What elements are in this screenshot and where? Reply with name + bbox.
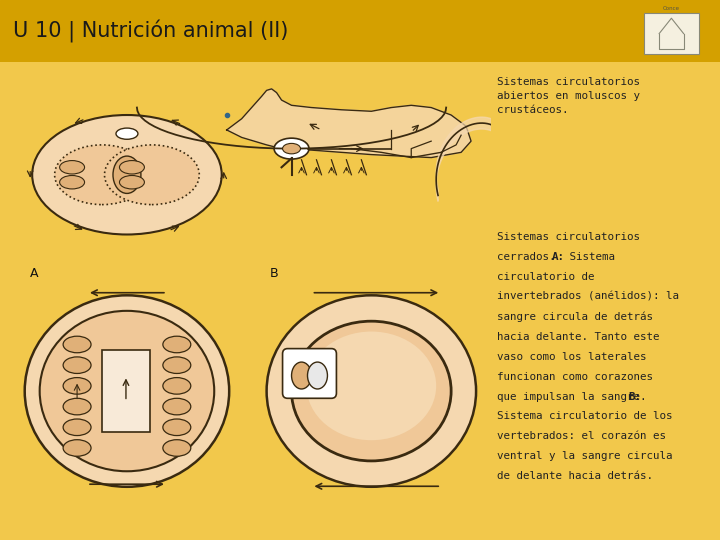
Ellipse shape: [116, 128, 138, 139]
Text: Conce: Conce: [663, 6, 680, 11]
Ellipse shape: [63, 357, 91, 374]
Text: Sistema: Sistema: [562, 252, 615, 262]
Text: A: A: [30, 267, 39, 280]
Text: funcionan como corazones: funcionan como corazones: [497, 372, 653, 382]
Text: invertebrados (anélidos): la: invertebrados (anélidos): la: [497, 292, 679, 302]
Text: sangre circula de detrás: sangre circula de detrás: [497, 312, 653, 322]
Text: hacia delante. Tanto este: hacia delante. Tanto este: [497, 332, 660, 342]
FancyBboxPatch shape: [644, 13, 699, 54]
Text: A:: A:: [552, 252, 564, 262]
Ellipse shape: [120, 176, 145, 189]
Text: que impulsan la sangre.: que impulsan la sangre.: [497, 392, 653, 402]
Ellipse shape: [163, 377, 191, 394]
Ellipse shape: [274, 138, 309, 159]
Text: Sistemas circulatorios: Sistemas circulatorios: [497, 232, 640, 242]
Ellipse shape: [60, 176, 84, 189]
Ellipse shape: [163, 440, 191, 456]
Ellipse shape: [63, 419, 91, 436]
Ellipse shape: [63, 440, 91, 456]
Ellipse shape: [63, 399, 91, 415]
Ellipse shape: [24, 295, 229, 487]
Ellipse shape: [307, 332, 436, 440]
Ellipse shape: [40, 311, 215, 471]
Text: Sistemas circulatorios
abiertos en moluscos y
crustáceos.: Sistemas circulatorios abiertos en molus…: [497, 77, 640, 116]
Text: ventral y la sangre circula: ventral y la sangre circula: [497, 451, 672, 461]
Ellipse shape: [120, 160, 145, 174]
Ellipse shape: [163, 336, 191, 353]
Bar: [102, 350, 150, 433]
Text: B: B: [269, 267, 278, 280]
Ellipse shape: [63, 377, 91, 394]
Ellipse shape: [292, 321, 451, 461]
Ellipse shape: [113, 156, 141, 193]
Ellipse shape: [55, 145, 149, 205]
Text: de delante hacia detrás.: de delante hacia detrás.: [497, 471, 653, 481]
Ellipse shape: [32, 115, 222, 234]
Text: U 10 | Nutrición animal (II): U 10 | Nutrición animal (II): [13, 19, 288, 43]
Text: vaso como los laterales: vaso como los laterales: [497, 352, 647, 362]
Ellipse shape: [163, 399, 191, 415]
Ellipse shape: [282, 144, 300, 154]
Text: Sistema circulatorio de los: Sistema circulatorio de los: [497, 411, 672, 422]
Ellipse shape: [307, 362, 328, 389]
Ellipse shape: [63, 336, 91, 353]
Text: vertebrados: el corazón es: vertebrados: el corazón es: [497, 431, 666, 441]
Ellipse shape: [60, 160, 84, 174]
Text: cerrados.: cerrados.: [497, 252, 562, 262]
FancyBboxPatch shape: [282, 349, 336, 399]
Polygon shape: [227, 89, 471, 158]
Ellipse shape: [292, 362, 312, 389]
Ellipse shape: [163, 357, 191, 374]
Text: B:: B:: [629, 392, 642, 402]
Polygon shape: [436, 117, 506, 201]
Ellipse shape: [163, 419, 191, 436]
Text: circulatorio de: circulatorio de: [497, 272, 594, 282]
Ellipse shape: [104, 145, 199, 205]
Ellipse shape: [266, 295, 476, 487]
